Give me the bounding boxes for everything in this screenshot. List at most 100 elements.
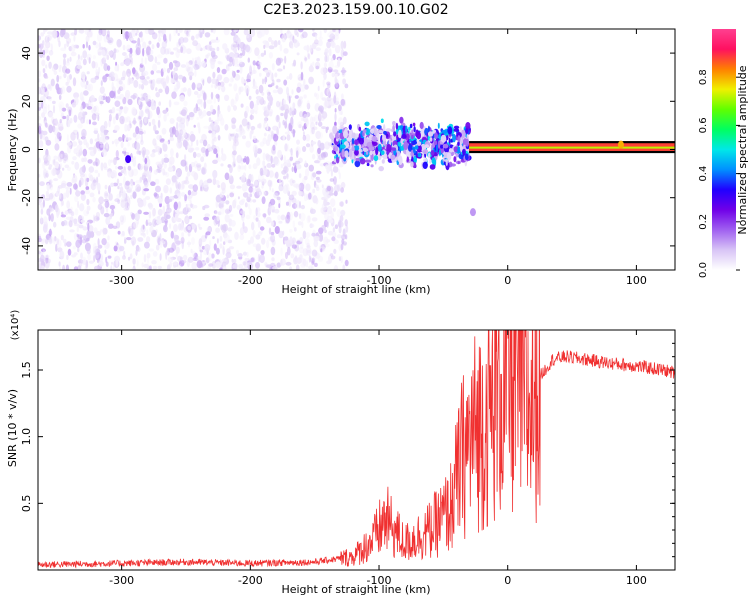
heatmap-cell	[69, 187, 72, 195]
heatmap-cell	[52, 159, 55, 165]
heatmap-cell	[274, 226, 280, 234]
heatmap-cell	[365, 151, 369, 155]
heatmap-cell	[285, 30, 292, 39]
heatmap-cell	[123, 207, 130, 211]
heatmap-cell	[46, 96, 52, 100]
heatmap-cell	[121, 231, 125, 236]
heatmap-cell	[77, 54, 80, 60]
heatmap-cell	[173, 201, 178, 211]
heatmap-cell	[422, 161, 428, 169]
heatmap-cell	[58, 67, 61, 73]
heatmap-cell	[181, 259, 187, 264]
heatmap-cell	[101, 49, 106, 56]
heatmap-cell	[377, 143, 382, 153]
heatmap-cell	[203, 125, 210, 129]
heatmap-cell	[316, 179, 322, 183]
heatmap-cell	[108, 223, 114, 229]
heatmap-cell	[157, 119, 161, 129]
heatmap-cell	[164, 196, 171, 205]
heatmap-cell	[130, 229, 134, 237]
heatmap-cell	[272, 144, 276, 151]
heatmap-cell	[99, 86, 105, 94]
heatmap-cell	[227, 105, 231, 113]
heatmap-cell	[272, 133, 279, 142]
heatmap-cell	[240, 160, 244, 165]
heatmap-cell	[55, 243, 58, 252]
heatmap-cell	[386, 144, 392, 153]
heatmap-cell	[130, 37, 134, 41]
heatmap-cell	[132, 258, 136, 265]
heatmap-cell	[98, 136, 105, 145]
heatmap-cell	[50, 78, 55, 87]
heatmap-cell	[254, 110, 258, 115]
heatmap-cell	[173, 29, 177, 37]
heatmap-cell	[113, 245, 118, 252]
heatmap-cell	[221, 224, 227, 233]
heatmap-cell	[101, 29, 107, 36]
heatmap-cell	[89, 138, 94, 145]
carrier-core	[469, 146, 675, 149]
heatmap-cell	[102, 149, 108, 157]
heatmap-cell	[93, 105, 100, 114]
heatmap-cell	[70, 44, 76, 53]
heatmap-cell	[137, 237, 144, 242]
heatmap-cell	[250, 108, 255, 115]
heatmap-cell	[284, 143, 288, 152]
heatmap-cell	[44, 86, 47, 90]
heatmap-cell	[152, 251, 158, 257]
heatmap-cell	[234, 231, 239, 240]
heatmap-cell	[251, 69, 257, 75]
heatmap-cell	[155, 87, 158, 92]
heatmap-cell	[241, 118, 248, 127]
heatmap-cell	[292, 102, 296, 109]
heatmap-cell	[395, 122, 399, 130]
heatmap-cell	[310, 116, 314, 125]
heatmap-cell	[120, 233, 126, 237]
heatmap-cell	[430, 149, 435, 156]
heatmap-cell	[209, 45, 213, 51]
heatmap-cell	[65, 60, 70, 66]
heatmap-cell	[47, 96, 52, 102]
heatmap-cell	[106, 30, 110, 38]
heatmap-cell	[278, 178, 282, 186]
heatmap-cell	[49, 184, 53, 191]
heatmap-cell	[199, 179, 204, 188]
heatmap-cell	[86, 177, 90, 182]
heatmap-cell	[326, 81, 331, 86]
heatmap-cell	[62, 238, 67, 244]
heatmap-cell	[91, 113, 97, 121]
heatmap-cell	[331, 72, 335, 78]
heatmap-cell	[108, 185, 111, 194]
heatmap-cell	[163, 224, 167, 231]
heatmap-cell	[78, 29, 85, 34]
heatmap-cell	[156, 218, 162, 225]
heatmap-cell	[224, 94, 230, 102]
heatmap-cell	[195, 163, 202, 168]
heatmap-cell	[163, 163, 167, 169]
heatmap-cell	[112, 261, 115, 270]
heatmap-cell	[53, 63, 59, 70]
heatmap-cell	[130, 182, 134, 190]
heatmap-cell	[60, 182, 67, 189]
heatmap-cell	[50, 213, 54, 222]
heatmap-cell	[181, 232, 185, 238]
colorbar-ticks: 0.00.20.40.60.8	[698, 69, 740, 278]
heatmap-cell	[197, 223, 201, 228]
heatmap-cell	[232, 150, 237, 156]
heatmap-cell	[85, 186, 90, 191]
heatmap-cell	[255, 207, 258, 217]
heatmap-cell	[92, 242, 97, 251]
heatmap-cell	[240, 175, 246, 183]
heatmap-cell	[252, 230, 256, 238]
heatmap-cell	[48, 61, 52, 69]
heatmap-cell	[78, 140, 83, 146]
heatmap-cell	[272, 89, 279, 94]
heatmap-cell	[84, 189, 91, 195]
heatmap-cell	[160, 68, 164, 77]
heatmap-cell	[199, 139, 204, 144]
heatmap-cell	[261, 196, 266, 205]
heatmap-cell	[172, 262, 178, 266]
heatmap-cell	[163, 33, 167, 42]
heatmap-cell	[196, 82, 202, 88]
heatmap-cell	[210, 122, 215, 129]
